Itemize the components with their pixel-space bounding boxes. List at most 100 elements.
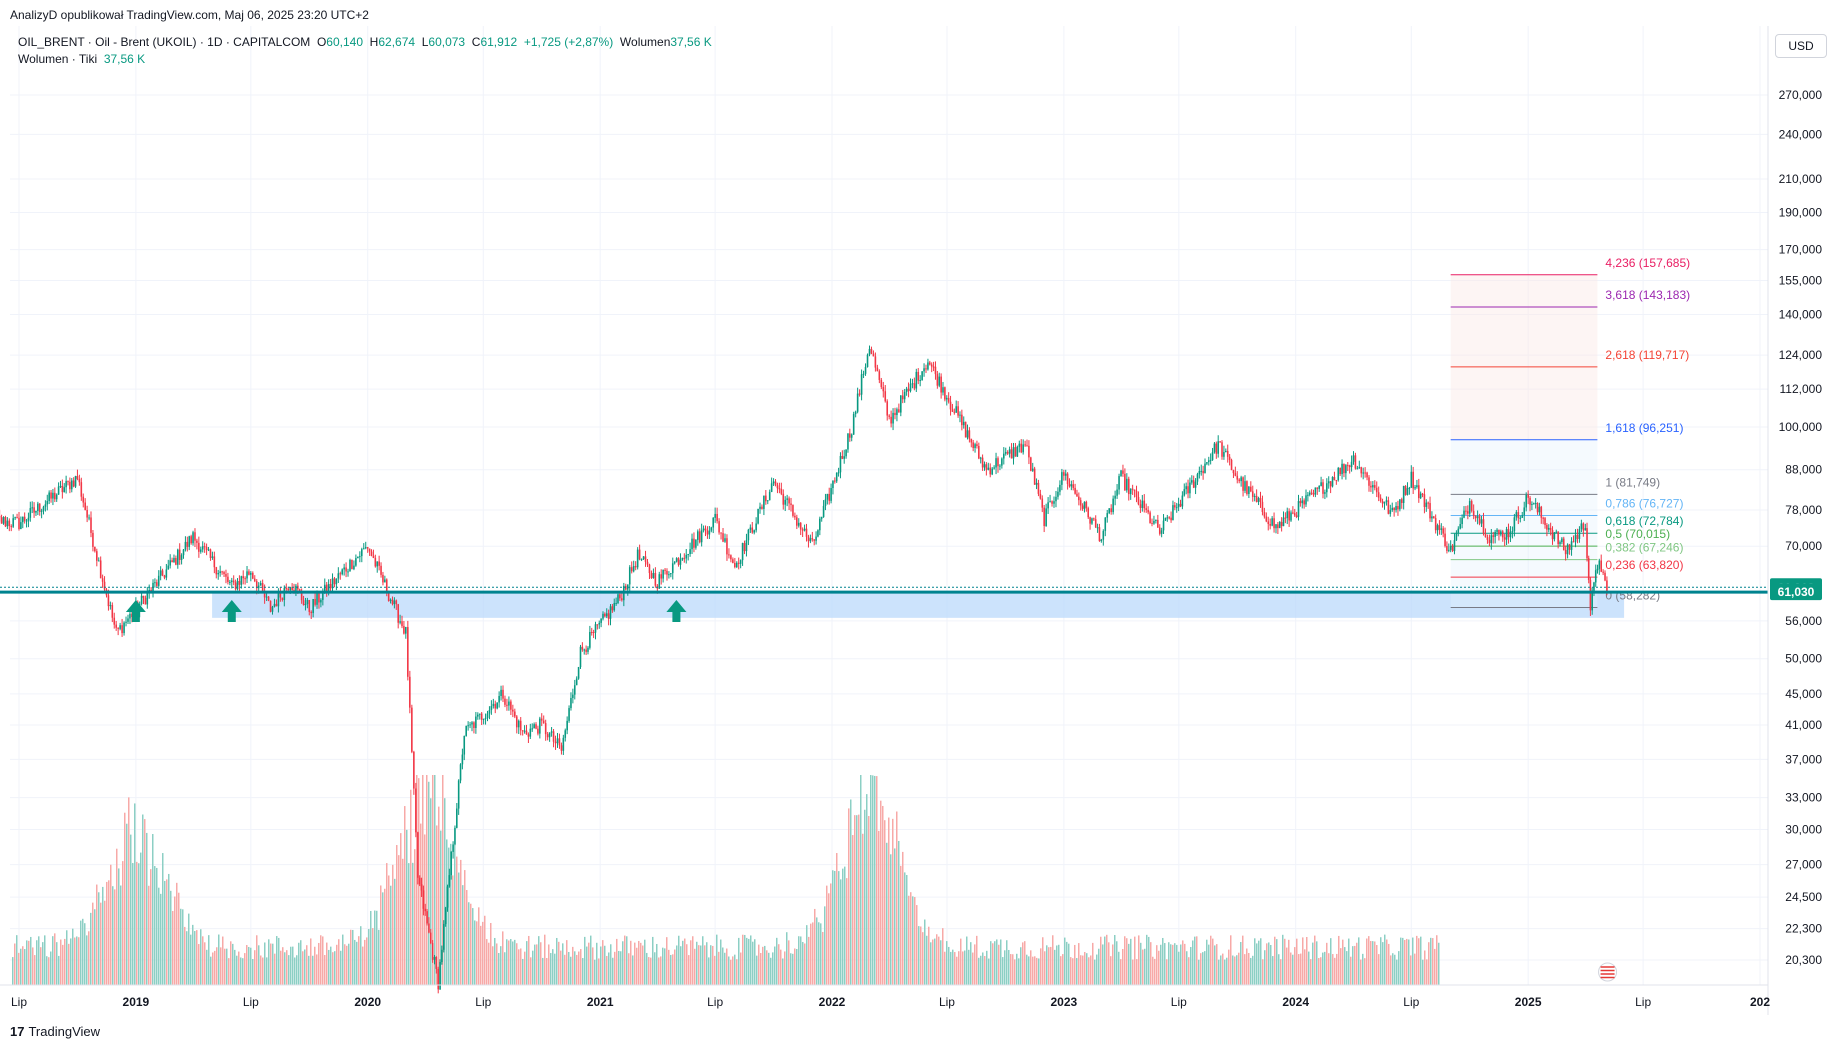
volume-bar — [1252, 955, 1254, 985]
candle-body — [494, 703, 497, 709]
support-zone-rect — [212, 592, 1625, 618]
candle-body — [537, 728, 539, 734]
volume-bar — [994, 941, 996, 985]
volume-bar — [1158, 950, 1160, 985]
candle-body — [471, 722, 473, 725]
candle-body — [351, 559, 353, 570]
candle-body — [65, 481, 67, 488]
candle-body — [279, 592, 282, 598]
volume-bar — [1184, 943, 1186, 985]
symbol-legend[interactable]: OIL_BRENT · Oil - Brent (UKOIL) · 1D · C… — [18, 35, 712, 49]
volume-legend[interactable]: Wolumen · Tiki 37,56 K — [18, 52, 145, 66]
volume-bar — [34, 955, 36, 985]
volume-bar — [382, 892, 384, 985]
candle-body — [617, 594, 619, 603]
candle-body — [1455, 532, 1458, 541]
candle-body — [1600, 560, 1603, 572]
volume-bar — [890, 854, 892, 985]
candle-body — [852, 414, 855, 435]
candle-body — [96, 551, 98, 561]
volume-bar — [1254, 938, 1256, 985]
currency-button[interactable]: USD — [1775, 34, 1827, 58]
volume-bar — [1010, 954, 1012, 985]
volume-bar — [828, 893, 830, 985]
fib-level-label: 3,618 (143,183) — [1605, 288, 1690, 302]
y-tick-label: 210,000 — [1779, 172, 1823, 186]
candle-body — [1362, 472, 1364, 474]
candle-body — [919, 380, 921, 382]
candle-body — [737, 562, 740, 564]
candle-body — [527, 734, 530, 737]
volume-bar — [1244, 954, 1246, 985]
volume-bar — [1264, 950, 1266, 985]
volume-bar — [88, 931, 90, 985]
volume-bar — [320, 935, 322, 985]
volume-bar — [1190, 947, 1192, 985]
volume-bar — [554, 953, 556, 985]
candle-body — [1277, 524, 1279, 529]
candle-body — [1181, 495, 1184, 507]
x-tick-label: 2021 — [587, 995, 614, 1009]
candle-body — [1308, 492, 1311, 495]
volume-bar — [404, 806, 406, 985]
candle-body — [101, 578, 104, 582]
candle-body — [117, 627, 119, 629]
volume-bar — [784, 951, 786, 985]
volume-bar — [492, 946, 494, 985]
volume-bar — [24, 949, 26, 985]
volume-bar — [996, 939, 998, 985]
candle-body — [1500, 531, 1502, 535]
candle-body — [1049, 501, 1051, 503]
candle-body — [839, 455, 842, 473]
candle-body — [1293, 513, 1296, 516]
volume-bar — [282, 947, 284, 985]
y-tick-label: 56,000 — [1785, 614, 1822, 628]
volume-bar — [1412, 937, 1414, 985]
volume-bar — [926, 935, 928, 985]
candle-body — [644, 556, 647, 562]
candle-body — [583, 649, 586, 651]
volume-bar — [300, 940, 302, 985]
candle-body — [805, 528, 808, 537]
candle-body — [1461, 517, 1463, 525]
candle-body — [830, 488, 832, 501]
volume-bar — [1020, 947, 1022, 985]
volume-bar — [1328, 953, 1330, 985]
volume-bar — [450, 843, 452, 985]
volume-bar — [410, 789, 412, 985]
volume-bar — [1096, 954, 1098, 985]
candle-body — [1318, 485, 1320, 489]
candle-body — [849, 433, 851, 438]
candle-body — [845, 449, 847, 457]
volume-bar — [946, 941, 948, 985]
candle-body — [675, 558, 678, 562]
candle-body — [882, 387, 885, 392]
volume-bar — [552, 949, 554, 985]
volume-bar — [790, 953, 792, 985]
candle-body — [1604, 572, 1606, 581]
candle-body — [395, 600, 398, 605]
candle-body — [652, 572, 655, 579]
candle-body — [1240, 477, 1242, 482]
volume-bar — [260, 955, 262, 985]
candle-body — [430, 932, 432, 944]
volume-bar — [776, 937, 778, 985]
volume-bar — [754, 939, 756, 985]
candle-body — [1322, 482, 1324, 494]
candle-body — [452, 844, 454, 852]
tradingview-footer[interactable]: 17 TradingView — [10, 1024, 100, 1039]
candle-body — [1135, 490, 1138, 498]
volume-bar — [338, 939, 340, 985]
candle-body — [1578, 529, 1581, 539]
volume-bar — [866, 794, 868, 985]
candle-body — [753, 530, 756, 533]
volume-bar — [1156, 945, 1158, 985]
candle-body — [991, 468, 993, 475]
candle-body — [1542, 517, 1544, 519]
volume-bar — [704, 945, 706, 985]
candle-body — [1472, 510, 1475, 517]
candle-body — [215, 567, 218, 575]
volume-bar — [648, 957, 650, 985]
volume-bar — [524, 951, 526, 985]
